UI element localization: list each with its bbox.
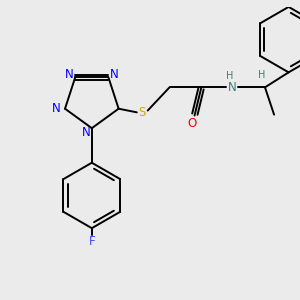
Text: N: N <box>110 68 119 81</box>
Text: S: S <box>139 106 146 119</box>
Text: N: N <box>52 102 60 115</box>
Text: H: H <box>258 70 265 80</box>
Text: O: O <box>188 117 197 130</box>
Text: N: N <box>65 68 74 81</box>
Text: F: F <box>88 235 95 248</box>
Text: N: N <box>82 126 90 139</box>
Text: H: H <box>226 70 234 80</box>
Text: N: N <box>228 81 237 94</box>
